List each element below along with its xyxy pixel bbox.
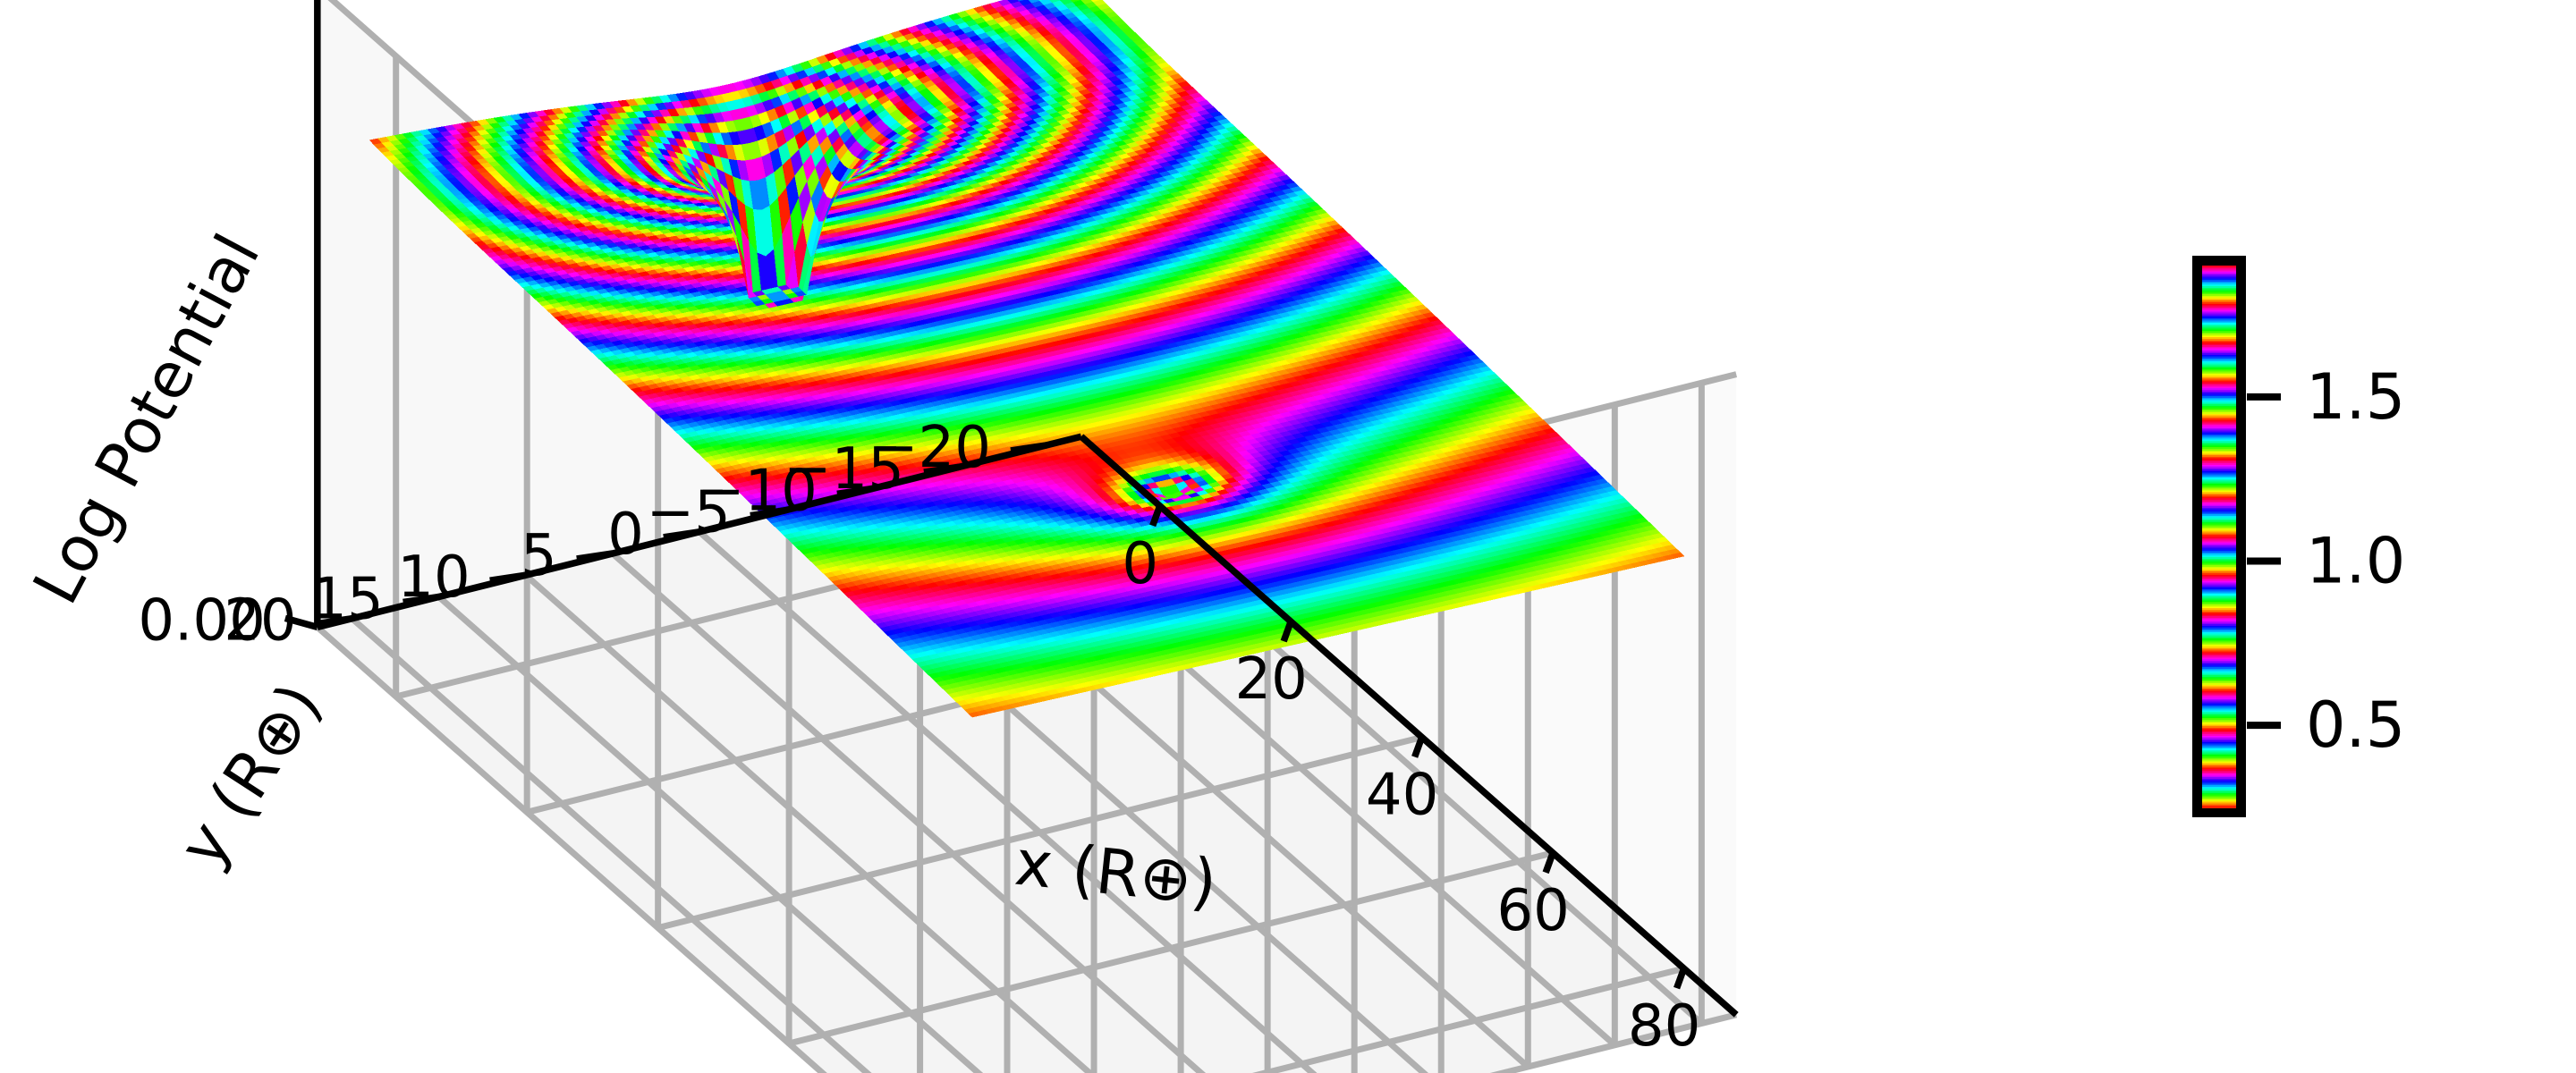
y-tick-label: −20 bbox=[870, 415, 991, 481]
z-tick-label: 1.90 bbox=[138, 0, 266, 13]
x-tick-label: 0 bbox=[1122, 531, 1158, 597]
y-tick-label: 20 bbox=[224, 588, 296, 655]
x-tick-label: 40 bbox=[1366, 762, 1438, 828]
potential-surface bbox=[369, 0, 1685, 718]
y-tick-label: 5 bbox=[521, 523, 557, 589]
z-axis-title: Log Potential bbox=[19, 223, 275, 615]
y-axis-title: y (R⊕) bbox=[165, 671, 336, 880]
colorbar-tick-label: 0.5 bbox=[2306, 689, 2405, 762]
x-tick-label: 80 bbox=[1628, 993, 1700, 1060]
y-tick-label: 10 bbox=[397, 545, 470, 611]
y-tick-label: −15 bbox=[784, 436, 904, 503]
z-tick-label: 0.00 bbox=[138, 587, 266, 654]
y-tick-label: 15 bbox=[310, 566, 383, 632]
x-tick-label: 20 bbox=[1234, 646, 1307, 713]
axes-spines bbox=[284, 0, 1739, 1018]
x-tick-label: 60 bbox=[1496, 878, 1569, 944]
colorbar: 0.5 1.0 1.5 bbox=[2192, 256, 2405, 817]
colorbar-tick-label: 1.5 bbox=[2306, 360, 2405, 434]
y-tick-label: −5 bbox=[647, 480, 731, 546]
y-tick-label: −10 bbox=[697, 458, 818, 524]
y-tick-label: 0 bbox=[607, 502, 644, 568]
colorbar-tick-label: 1.0 bbox=[2306, 525, 2405, 598]
